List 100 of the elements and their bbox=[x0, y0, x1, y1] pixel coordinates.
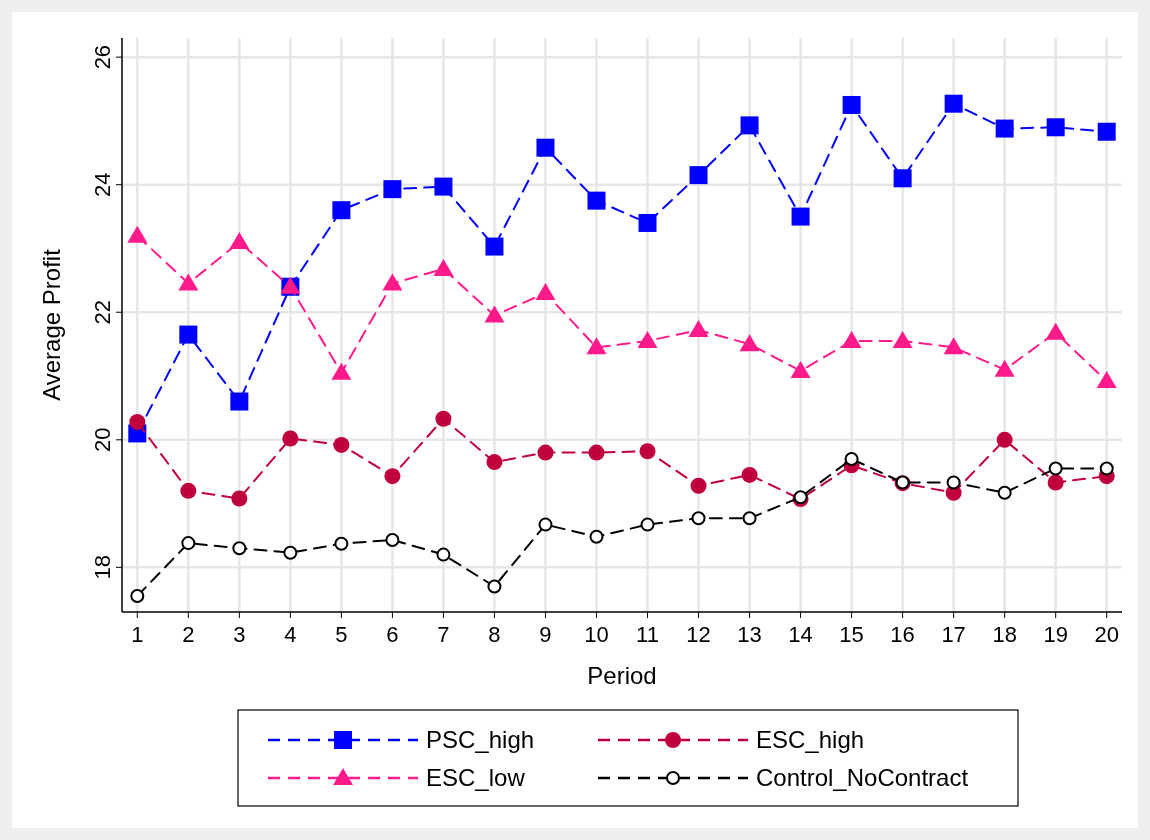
point bbox=[334, 536, 349, 551]
x-tick-label: 16 bbox=[890, 622, 915, 647]
point bbox=[486, 454, 503, 471]
point bbox=[791, 207, 810, 226]
x-tick-label: 11 bbox=[636, 622, 659, 647]
point bbox=[382, 273, 403, 291]
point bbox=[231, 490, 248, 507]
legend-label: PSC_high bbox=[426, 726, 535, 753]
point bbox=[1097, 122, 1116, 141]
x-tick-label: 9 bbox=[539, 622, 552, 647]
x-tick-label: 15 bbox=[839, 622, 864, 647]
point bbox=[996, 431, 1013, 448]
point bbox=[435, 410, 452, 427]
x-tick-label: 18 bbox=[992, 622, 1017, 647]
x-tick-label: 10 bbox=[584, 622, 609, 647]
x-tick-label: 4 bbox=[284, 622, 297, 647]
point bbox=[740, 116, 759, 135]
point bbox=[995, 119, 1014, 138]
point bbox=[892, 330, 913, 348]
point bbox=[841, 330, 862, 348]
point bbox=[842, 95, 861, 114]
point bbox=[691, 511, 706, 526]
point bbox=[638, 213, 657, 232]
point bbox=[282, 430, 299, 447]
point bbox=[997, 485, 1012, 500]
point bbox=[587, 191, 606, 210]
x-tick-label: 2 bbox=[182, 622, 195, 647]
point bbox=[639, 443, 656, 460]
point bbox=[893, 169, 912, 188]
y-tick-label: 24 bbox=[90, 172, 115, 197]
point bbox=[487, 579, 502, 594]
point bbox=[383, 180, 402, 199]
point bbox=[1096, 371, 1117, 389]
point bbox=[742, 511, 757, 526]
y-tick-label: 20 bbox=[90, 427, 115, 453]
y-tick-label: 26 bbox=[90, 44, 115, 70]
point bbox=[179, 325, 198, 344]
x-tick-label: 19 bbox=[1043, 622, 1068, 647]
point bbox=[130, 589, 145, 604]
point bbox=[331, 362, 352, 380]
point bbox=[178, 273, 199, 291]
y-tick-label: 18 bbox=[90, 555, 115, 580]
point bbox=[1045, 322, 1066, 340]
point bbox=[1099, 461, 1114, 476]
y-axis-title: Average Profit bbox=[38, 248, 65, 401]
legend-label: ESC_low bbox=[426, 764, 526, 791]
point bbox=[536, 138, 555, 157]
point bbox=[1048, 461, 1063, 476]
point bbox=[689, 166, 708, 185]
x-tick-label: 7 bbox=[437, 622, 450, 647]
point bbox=[790, 360, 811, 378]
point bbox=[127, 225, 148, 243]
point bbox=[180, 482, 197, 499]
x-tick-label: 3 bbox=[233, 622, 246, 647]
x-tick-label: 6 bbox=[386, 622, 399, 647]
x-tick-label: 14 bbox=[788, 622, 813, 647]
point bbox=[690, 477, 707, 494]
point bbox=[434, 177, 453, 196]
point bbox=[535, 283, 556, 301]
point bbox=[946, 475, 961, 490]
point bbox=[741, 466, 758, 483]
point bbox=[844, 451, 859, 466]
point bbox=[943, 337, 964, 355]
legend-label: ESC_high bbox=[756, 726, 865, 753]
point bbox=[436, 547, 451, 562]
point bbox=[1046, 118, 1065, 137]
legend-label: Control_NoContract bbox=[756, 764, 969, 791]
point bbox=[944, 94, 963, 113]
point bbox=[537, 444, 554, 461]
point bbox=[588, 444, 605, 461]
point bbox=[333, 436, 350, 453]
point bbox=[129, 413, 146, 430]
point bbox=[232, 541, 247, 556]
point bbox=[640, 517, 655, 532]
point bbox=[484, 305, 505, 323]
x-tick-label: 20 bbox=[1094, 622, 1119, 647]
point bbox=[688, 320, 709, 338]
point bbox=[433, 258, 454, 276]
point bbox=[230, 392, 249, 411]
x-axis-title: Period bbox=[587, 662, 657, 689]
point bbox=[384, 468, 401, 485]
point bbox=[283, 545, 298, 560]
point bbox=[1047, 474, 1064, 491]
point bbox=[589, 529, 604, 544]
y-tick-label: 22 bbox=[90, 300, 115, 325]
point bbox=[994, 359, 1015, 377]
point bbox=[586, 337, 607, 355]
point bbox=[739, 334, 760, 352]
point bbox=[229, 232, 250, 250]
point bbox=[485, 237, 504, 256]
x-tick-label: 17 bbox=[941, 622, 966, 647]
x-tick-label: 12 bbox=[686, 622, 711, 647]
x-tick-label: 13 bbox=[737, 622, 762, 647]
x-tick-label: 8 bbox=[488, 622, 501, 647]
x-tick-label: 5 bbox=[335, 622, 348, 647]
x-tick-label: 1 bbox=[131, 622, 144, 647]
point bbox=[637, 330, 658, 348]
point bbox=[332, 201, 351, 220]
point bbox=[181, 536, 196, 551]
point bbox=[538, 517, 553, 532]
